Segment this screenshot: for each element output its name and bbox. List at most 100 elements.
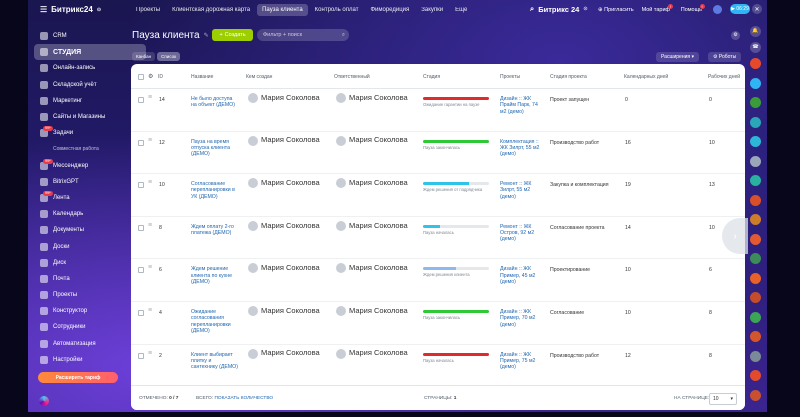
sidebar-item[interactable]: Проекты (34, 287, 146, 303)
table-row[interactable]: ≡ 8 Ждем оплату 2-го платежа (ДЕМО) Мария С… (131, 217, 745, 260)
project-link[interactable]: Дизайн :: ЖК Прайм Парк, 74 м2 (демо) (500, 96, 538, 115)
sidebar-item[interactable]: BitrixGPT (34, 174, 146, 190)
chat-avatar[interactable] (750, 136, 761, 147)
column-header[interactable]: Кем создан (246, 74, 273, 80)
sidebar-item[interactable]: Сайты и Магазины (34, 109, 146, 125)
chat-avatar[interactable] (750, 77, 761, 89)
project-link[interactable]: Дизайн :: ЖК Пример, 75 м2 (демо) (500, 351, 536, 371)
column-header[interactable]: Проекты (500, 74, 521, 80)
sidebar-item[interactable]: СТУДИЯ (34, 44, 146, 61)
chat-avatar[interactable] (750, 116, 761, 128)
top-nav-item[interactable]: Клиентская дорожная карта (172, 7, 251, 13)
row-checkbox[interactable] (138, 139, 144, 146)
responsible-user[interactable]: Мария Соколова (336, 263, 408, 274)
deal-name-link[interactable]: Клиент выбирает плитку и сантехнику (ДЕМ… (191, 351, 238, 371)
project-link[interactable]: Ремонт :: ЖК Остров, 92 м2 (демо) (500, 223, 535, 243)
creator-user[interactable]: Мария Соколова (248, 348, 320, 359)
column-header[interactable]: Стадия (423, 74, 441, 80)
help-link[interactable]: Помощь ! (681, 3, 705, 13)
column-settings-icon[interactable]: ⚙ (148, 74, 154, 80)
stage-progress-bar[interactable] (423, 310, 489, 313)
scroll-right-arrow[interactable]: › (722, 218, 748, 254)
show-count-link[interactable]: ПОКАЗАТЬ КОЛИЧЕСТВО (214, 396, 274, 401)
row-checkbox[interactable] (138, 182, 144, 189)
deal-name-link[interactable]: Ждем оплату 2-го платежа (ДЕМО) (191, 223, 234, 237)
sidebar-item[interactable]: Автоматизация (34, 336, 146, 352)
chat-avatar[interactable] (750, 350, 761, 362)
row-checkbox[interactable] (138, 224, 144, 231)
sidebar-item[interactable]: Совместная работа (34, 141, 146, 157)
invite-link[interactable]: ⊕ Пригласить (598, 7, 634, 13)
deal-name-link[interactable]: Не было доступа на объект (ДЕМО) (191, 96, 235, 109)
column-header[interactable]: Название (191, 74, 214, 80)
row-checkbox[interactable] (138, 352, 144, 359)
sidebar-item[interactable]: Онлайн-запись (34, 60, 146, 76)
chat-avatar[interactable] (750, 58, 761, 69)
app-logo[interactable]: ☰ Битрикс24 ⊙ (40, 5, 101, 14)
chat-avatar[interactable] (750, 233, 761, 245)
per-page-select[interactable]: 10 ▾ (709, 393, 737, 405)
row-menu-icon[interactable]: ≡ (148, 221, 153, 229)
responsible-user[interactable]: Мария Соколова (336, 135, 408, 146)
filter-search-icon[interactable]: ⌕ (341, 31, 345, 38)
project-link[interactable]: Дизайн :: ЖК Пример, 45 м2 (демо) (500, 266, 536, 285)
sidebar-item[interactable]: Доски (34, 238, 146, 254)
row-checkbox[interactable] (138, 310, 144, 316)
select-all-checkbox[interactable] (138, 74, 144, 80)
column-header[interactable]: Ответственный (334, 74, 370, 80)
project-link[interactable]: Ремонт :: ЖК Зилрт, 55 м2 (демо) (500, 181, 532, 200)
creator-user[interactable]: Мария Соколова (248, 135, 320, 146)
project-link[interactable]: Дизайн :: ЖК Пример, 70 м2 (демо) (500, 309, 536, 328)
row-checkbox[interactable] (138, 97, 144, 103)
user-avatar[interactable] (712, 5, 722, 14)
chat-avatar[interactable] (750, 194, 761, 206)
project-link[interactable]: Комплектация :: ЖК Зилрт, 55 м2 (демо) (500, 138, 540, 158)
sidebar-item[interactable]: Документы (34, 222, 146, 238)
top-nav-item[interactable]: Контроль оплат (314, 7, 359, 13)
view-tab[interactable]: Список (157, 52, 181, 61)
table-row[interactable]: ≡ 12 Пауза на время отпуска клиента (ДЕМО)… (131, 132, 745, 175)
sidebar-item[interactable]: 99+ Лента (34, 190, 146, 206)
sidebar-item[interactable]: Календарь (34, 206, 146, 222)
chat-avatar[interactable] (750, 214, 761, 225)
chat-avatar[interactable] (750, 155, 761, 167)
chat-avatar[interactable] (750, 272, 761, 284)
chat-avatar[interactable] (750, 175, 761, 186)
filter-search-input[interactable]: Фильтр + поиск ⌕ (257, 29, 349, 41)
chat-avatar[interactable] (750, 292, 761, 303)
row-checkbox[interactable] (138, 267, 144, 274)
sidebar-item[interactable]: 99+ Задачи (34, 125, 146, 141)
table-row[interactable]: ≡ 6 Ждем решение клиента по кухне (ДЕМО) Ма… (131, 259, 745, 302)
deal-name-link[interactable]: Ожидание согласования перепланировки (ДЕ… (191, 309, 231, 334)
row-menu-icon[interactable]: ≡ (148, 349, 153, 357)
deal-name-link[interactable]: Согласование перепланировки в УК (ДЕМО) (191, 181, 235, 200)
time-button[interactable]: ▶ 06:29 (730, 4, 750, 14)
sidebar-item[interactable]: Сотрудники (34, 319, 146, 335)
sidebar-item[interactable]: Складской учёт (34, 77, 146, 93)
stage-progress-bar[interactable] (423, 182, 489, 186)
creator-user[interactable]: Мария Соколова (248, 306, 320, 316)
table-row[interactable]: ≡ 2 Клиент выбирает плитку и сантехнику (Д… (131, 345, 745, 388)
robots-button[interactable]: ⚙ Роботы (708, 52, 742, 62)
row-menu-icon[interactable]: ≡ (148, 94, 153, 101)
search-icon[interactable]: ⌕ (530, 4, 535, 13)
column-header[interactable]: ID (158, 74, 163, 80)
responsible-user[interactable]: Мария Соколова (336, 220, 408, 231)
creator-user[interactable]: Мария Соколова (248, 220, 320, 231)
table-row[interactable]: ≡ 14 Не было доступа на объект (ДЕМО) Мария… (131, 89, 745, 132)
top-nav-item[interactable]: Фиморедиция (370, 7, 410, 13)
chat-avatar[interactable] (750, 97, 761, 108)
table-row[interactable]: ≡ 10 Согласование перепланировки в УК (ДЕМ… (131, 174, 745, 217)
stage-progress-bar[interactable] (423, 352, 489, 356)
column-header[interactable]: Стадия проекта (550, 74, 587, 80)
gear-icon[interactable]: ⚙ (731, 31, 740, 40)
view-tab[interactable]: Канбан (132, 52, 156, 61)
row-menu-icon[interactable]: ≡ (148, 136, 153, 144)
sidebar-item[interactable]: Конструктор (34, 303, 146, 319)
row-menu-icon[interactable]: ≡ (148, 264, 153, 272)
deal-name-link[interactable]: Пауза на время отпуска клиента (ДЕМО) (191, 138, 230, 158)
column-header[interactable]: Календарных дней (624, 74, 669, 80)
responsible-user[interactable]: Мария Соколова (336, 93, 408, 103)
top-nav-item[interactable]: Закупки (421, 7, 444, 13)
chat-avatar[interactable] (750, 389, 761, 401)
